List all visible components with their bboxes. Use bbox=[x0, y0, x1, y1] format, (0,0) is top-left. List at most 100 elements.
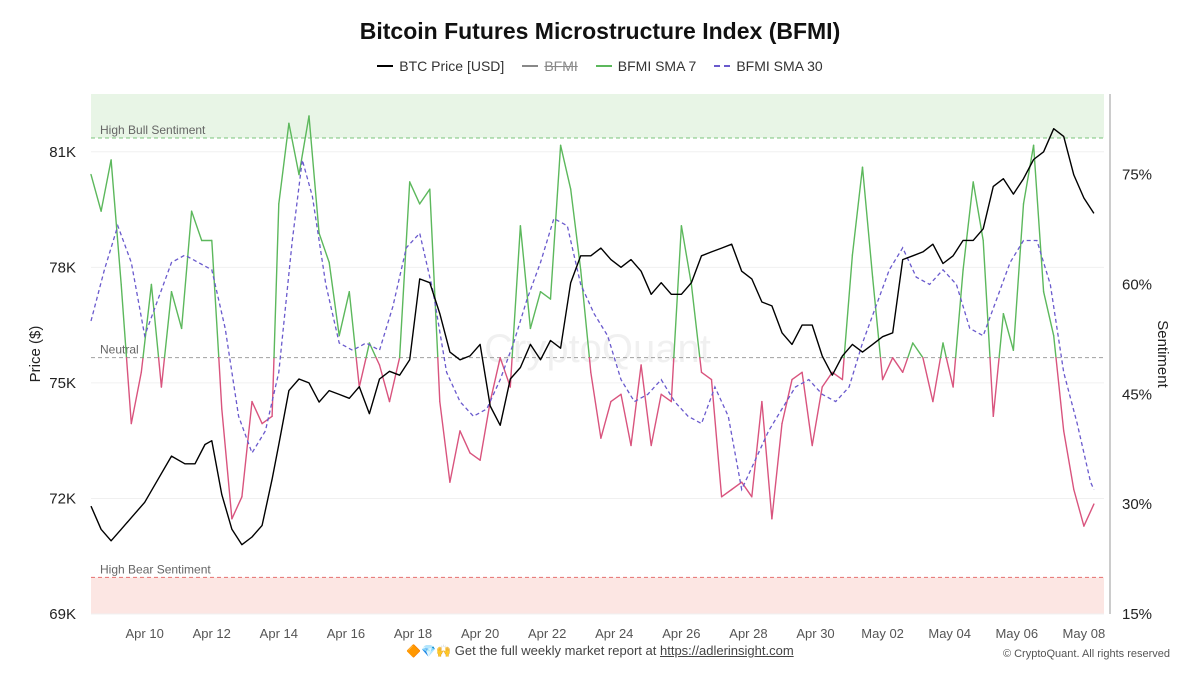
bfmi-sma7-segment-28-1 bbox=[375, 357, 381, 366]
bull-zone bbox=[91, 94, 1104, 138]
legend-item-bfmi-sma30[interactable]: BFMI SMA 30 bbox=[714, 58, 823, 74]
y-left-axis-label: Price ($) bbox=[27, 326, 44, 383]
bfmi-sma7-segment-55-0 bbox=[640, 364, 652, 447]
bfmi-sma7-segment-71-0 bbox=[801, 371, 813, 447]
y-left-tick-2: 75K bbox=[49, 375, 76, 392]
footer-emojis: 🔶💎🙌 bbox=[406, 644, 452, 658]
x-tick-5: Apr 20 bbox=[461, 626, 499, 641]
bfmi-sma7-segment-74-0 bbox=[831, 371, 844, 381]
bfmi-sma7-segment-92-0 bbox=[1012, 203, 1025, 351]
x-tick-14: May 08 bbox=[1063, 626, 1106, 641]
legend-label-bfmi: BFMI bbox=[544, 58, 578, 74]
bfmi-sma7-segment-95-0 bbox=[1042, 291, 1055, 337]
legend-label-btc-price: BTC Price [USD] bbox=[399, 58, 505, 74]
bfmi-sma7-segment-51-0 bbox=[600, 400, 612, 439]
bfmi-sma7-segment-76-0 bbox=[851, 166, 864, 256]
bfmi-sma7-segment-32-0 bbox=[409, 181, 421, 205]
bfmi-sma7-segment-52-0 bbox=[610, 393, 622, 403]
bfmi-sma7-segment-25-0 bbox=[338, 291, 350, 337]
bfmi-sma7-segment-82-0 bbox=[912, 342, 924, 359]
bfmi-sma7-segment-99-0 bbox=[1083, 503, 1095, 527]
bfmi-sma7-segment-60-0 bbox=[690, 283, 701, 359]
chart-title: Bitcoin Futures Microstructure Index (BF… bbox=[359, 18, 841, 44]
bfmi-sma7-segment-81-0 bbox=[902, 357, 909, 373]
bfmi-sma7-segment-90-0 bbox=[992, 357, 1000, 417]
bfmi-sma7-segment-93-0 bbox=[1022, 144, 1035, 205]
bfmi-sma7-segment-78-0 bbox=[871, 276, 882, 359]
bfmi-sma7-segment-66-0 bbox=[751, 400, 763, 498]
bfmi-sma7-segment-46-0 bbox=[549, 144, 562, 300]
bfmi-sma7-segment-49-0 bbox=[580, 269, 591, 359]
bfmi-sma7-segment-40-0 bbox=[489, 357, 501, 403]
bfmi-sma7-segment-54-0 bbox=[630, 364, 642, 447]
x-tick-13: May 06 bbox=[995, 626, 1038, 641]
x-tick-3: Apr 16 bbox=[327, 626, 365, 641]
bfmi-sma7-segment-17-0 bbox=[261, 415, 273, 425]
bfmi-sma7-segment-26-0 bbox=[348, 291, 357, 359]
bfmi-sma7-segment-18-1 bbox=[273, 203, 280, 359]
y-right-tick-2: 45% bbox=[1122, 386, 1152, 403]
y-left-tick-3: 78K bbox=[49, 259, 76, 276]
bfmi-sma7-segment-33-0 bbox=[419, 188, 431, 205]
bfmi-sma7-segment-9-0 bbox=[180, 210, 193, 330]
bfmi-sma7-segment-39-0 bbox=[479, 400, 491, 461]
y-left-tick-4: 81K bbox=[49, 144, 76, 161]
threshold-label-1: Neutral bbox=[100, 343, 139, 357]
x-tick-0: Apr 10 bbox=[126, 626, 164, 641]
bfmi-sma7-segment-57-0 bbox=[660, 393, 672, 403]
footer-text: Get the full weekly market report at bbox=[454, 643, 657, 658]
bfmi-sma7-segment-78-1 bbox=[879, 357, 884, 381]
bfmi-sma7-segment-64-0 bbox=[731, 481, 743, 491]
y-right-axis-label: Sentiment bbox=[1154, 320, 1171, 388]
bfmi-sma7-segment-42-0 bbox=[509, 357, 513, 388]
bfmi-sma7-segment-42-1 bbox=[511, 225, 522, 359]
bfmi-sma7-segment-56-0 bbox=[650, 393, 662, 447]
legend-item-btc-price[interactable]: BTC Price [USD] bbox=[377, 58, 504, 74]
footer-link[interactable]: https://adlerinsight.com bbox=[659, 643, 794, 658]
copyright: © CryptoQuant. All rights reserved bbox=[1002, 648, 1170, 660]
bfmi-sma7-segment-4-0 bbox=[130, 371, 143, 425]
bfmi-sma7-segment-6-0 bbox=[150, 283, 160, 359]
threshold-label-0: High Bull Sentiment bbox=[100, 123, 206, 137]
bfmi-sma7-segment-85-1 bbox=[945, 357, 954, 388]
bfmi-sma7-segment-14-0 bbox=[231, 496, 243, 520]
legend-item-bfmi-sma7[interactable]: BFMI SMA 7 bbox=[595, 58, 697, 74]
bfmi-sma7-segment-75-1 bbox=[843, 254, 854, 359]
bfmi-sma7-segment-3-0 bbox=[120, 283, 128, 359]
bfmi-sma7-segment-61-0 bbox=[700, 371, 713, 381]
btc-price-line bbox=[90, 127, 1095, 546]
bfmi-sma7-segment-7-0 bbox=[160, 357, 166, 388]
bfmi-sma7-segment-34-1 bbox=[437, 357, 441, 403]
bfmi-sma7-segment-88-0 bbox=[972, 181, 984, 242]
x-tick-11: May 02 bbox=[861, 626, 904, 641]
bfmi-sma7-segment-24-0 bbox=[328, 261, 340, 337]
bfmi-sma7-segment-59-0 bbox=[680, 225, 693, 286]
threshold-label-2: High Bear Sentiment bbox=[100, 562, 211, 576]
bfmi-sma7-segment-84-1 bbox=[939, 342, 944, 359]
x-tick-9: Apr 28 bbox=[729, 626, 767, 641]
bfmi-sma7-segment-12-0 bbox=[211, 239, 220, 359]
legend-swatch-btc-price bbox=[377, 65, 394, 67]
y-right-tick-3: 60% bbox=[1122, 276, 1152, 293]
legend-item-bfmi[interactable]: BFMI bbox=[522, 58, 578, 74]
bfmi-sma7-segment-27-1 bbox=[365, 342, 371, 359]
legend-label-bfmi-sma7: BFMI SMA 7 bbox=[617, 58, 697, 74]
x-tick-8: Apr 26 bbox=[662, 626, 700, 641]
bfmi-sma7-segment-67-0 bbox=[761, 400, 773, 520]
bfmi-sma7-segment-45-0 bbox=[539, 291, 552, 300]
bfmi-sma7-segment-10-0 bbox=[190, 210, 203, 242]
bfmi-sma7-segment-41-0 bbox=[499, 357, 511, 388]
bfmi-sma7-segment-12-1 bbox=[218, 357, 223, 410]
y-right-tick-1: 30% bbox=[1122, 496, 1152, 513]
bfmi-sma7-segment-27-0 bbox=[358, 357, 367, 388]
y-left-tick-0: 69K bbox=[49, 606, 76, 623]
bfmi-sma7-segment-20-0 bbox=[288, 122, 300, 176]
bfmi-sma7-segment-49-1 bbox=[588, 357, 592, 373]
bfmi-sma7-segment-38-0 bbox=[469, 452, 481, 461]
bfmi-sma7-segment-1-0 bbox=[100, 159, 112, 212]
bfmi-sma7-segment-83-0 bbox=[922, 357, 934, 403]
bfmi-sma7-segment-36-0 bbox=[449, 430, 461, 483]
bfmi-sma7-segment-53-0 bbox=[620, 393, 632, 447]
bfmi-sma7-segment-58-0 bbox=[670, 357, 675, 403]
